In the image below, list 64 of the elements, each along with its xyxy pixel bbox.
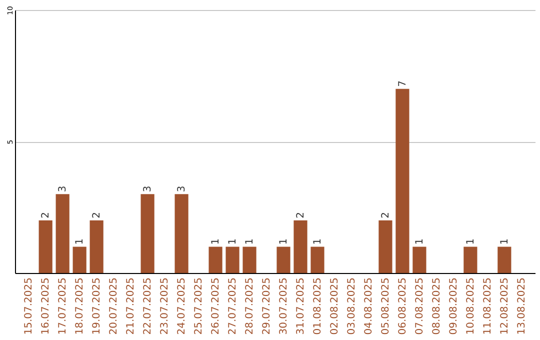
bar: [56, 194, 70, 273]
bar: [242, 246, 256, 273]
bar: [38, 220, 52, 273]
x-tick-label: 26.07.2025: [210, 278, 222, 335]
data-label: 3: [58, 186, 69, 192]
bar: [276, 246, 290, 273]
x-tick-label: 24.07.2025: [176, 278, 188, 335]
bar: [208, 246, 222, 273]
x-tick-label: 20.07.2025: [108, 278, 120, 335]
data-label: 3: [142, 186, 154, 192]
x-tick-label: 08.08.2025: [431, 278, 442, 335]
data-label: 2: [92, 212, 103, 218]
x-tick-label: 16.07.2025: [40, 278, 52, 335]
bar: [498, 246, 512, 273]
bar: [464, 246, 478, 273]
x-tick-label: 13.08.2025: [516, 278, 528, 335]
data-label: 1: [74, 238, 86, 245]
bar: [412, 246, 426, 273]
x-tick-label: 03.08.2025: [346, 278, 358, 335]
data-label: 1: [278, 238, 290, 245]
data-label: 1: [228, 238, 239, 245]
x-tick-label: 15.07.2025: [24, 278, 35, 335]
x-tick-label: 28.07.2025: [244, 278, 256, 335]
x-tick-label: 27.07.2025: [228, 278, 239, 335]
x-tick-label: 29.07.2025: [262, 278, 273, 335]
x-tick-label: 05.08.2025: [380, 278, 392, 335]
x-tick-label: 23.07.2025: [160, 278, 171, 335]
x-tick-label: 25.07.2025: [194, 278, 205, 335]
bar: [378, 220, 392, 273]
data-label: 1: [244, 238, 256, 245]
data-label: 1: [499, 238, 510, 245]
x-tick-label: 30.07.2025: [278, 278, 290, 335]
x-tick-label: 09.08.2025: [448, 278, 460, 335]
x-tick-label: 31.07.2025: [295, 278, 306, 335]
bar: [226, 246, 240, 273]
bar: [294, 220, 308, 273]
x-tick-label: 07.08.2025: [414, 278, 426, 335]
x-tick-label: 18.07.2025: [74, 278, 86, 335]
x-tick-label: 19.07.2025: [92, 278, 103, 335]
data-label: 2: [40, 212, 52, 218]
x-tick-label: 12.08.2025: [499, 278, 510, 335]
x-tick-label: 01.08.2025: [312, 278, 324, 335]
bar: [140, 194, 154, 273]
bar: [90, 220, 104, 273]
data-label: 1: [414, 238, 426, 245]
x-tick-label: 11.08.2025: [482, 278, 494, 335]
x-tick-label: 17.07.2025: [58, 278, 69, 335]
data-label: 1: [465, 238, 476, 245]
x-tick-label: 22.07.2025: [142, 278, 154, 335]
x-tick-label: 02.08.2025: [329, 278, 340, 335]
x-tick-label: 04.08.2025: [363, 278, 374, 335]
x-tick-label: 06.08.2025: [397, 278, 408, 335]
bar: [396, 88, 410, 273]
x-tick-label: 21.07.2025: [126, 278, 137, 335]
bar: [174, 194, 188, 273]
x-tick-label: 10.08.2025: [465, 278, 476, 335]
bar: [310, 246, 324, 273]
data-label: 1: [210, 238, 222, 245]
data-label: 3: [176, 186, 188, 192]
data-label: 7: [397, 80, 408, 87]
data-label: 2: [380, 212, 392, 218]
data-label: 1: [312, 238, 324, 245]
bar: [72, 246, 86, 273]
data-label: 2: [295, 212, 306, 218]
